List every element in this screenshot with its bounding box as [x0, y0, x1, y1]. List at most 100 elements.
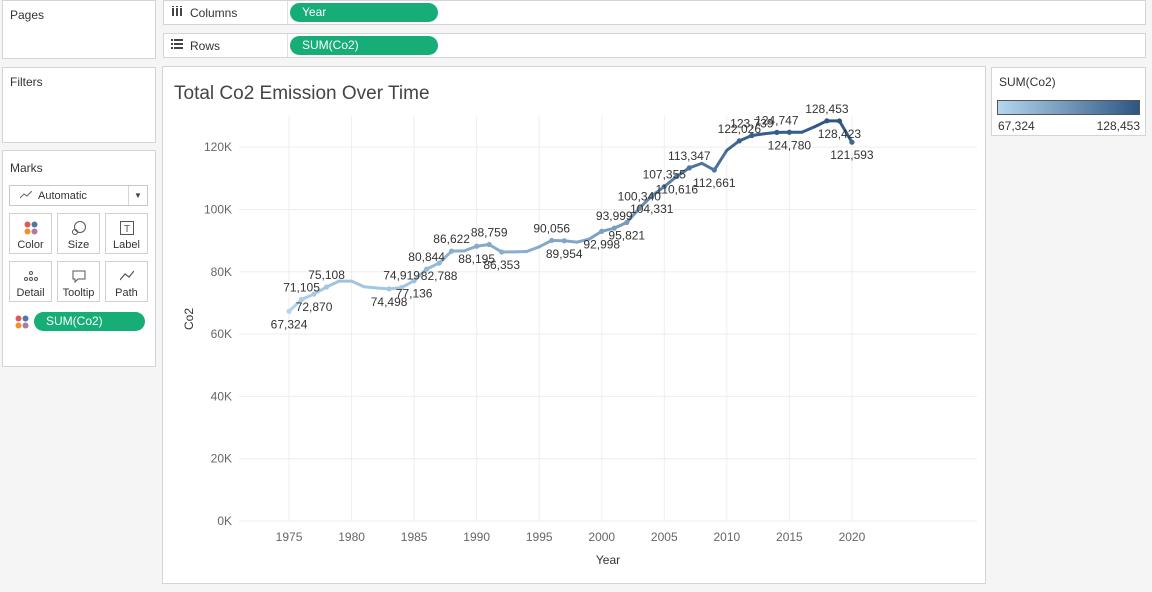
data-label: 107,355 — [643, 168, 687, 182]
y-tick-label: 0K — [217, 514, 232, 528]
detail-button-label: Detail — [16, 287, 45, 299]
data-point — [824, 118, 830, 124]
line-mark-icon — [19, 190, 33, 202]
y-tick-label: 20K — [211, 452, 232, 466]
data-label: 121,593 — [830, 148, 874, 162]
columns-label: Columns — [190, 5, 238, 20]
tooltip-button-label: Tooltip — [62, 287, 95, 299]
marks-color-icon — [15, 315, 29, 334]
data-point — [561, 238, 567, 244]
data-label: 95,821 — [608, 228, 645, 242]
data-point — [474, 243, 480, 249]
data-label: 74,919 — [383, 269, 420, 283]
line-segment — [650, 185, 666, 198]
x-tick-label: 2020 — [839, 530, 866, 544]
data-point — [849, 139, 855, 145]
columns-icon — [170, 6, 184, 19]
line-segment — [725, 139, 741, 152]
data-label: 75,108 — [308, 268, 345, 282]
data-label: 122,026 — [718, 122, 762, 136]
marks-card-title: Marks — [10, 161, 43, 175]
data-point — [774, 129, 780, 135]
tooltip-button[interactable]: Tooltip — [57, 261, 100, 302]
text-label-icon: T — [106, 217, 147, 239]
data-point — [711, 167, 717, 173]
data-point — [749, 132, 755, 139]
data-point — [686, 165, 692, 171]
data-point — [549, 237, 555, 244]
data-label: 89,954 — [546, 247, 583, 261]
line-segment — [437, 249, 454, 265]
data-label: 88,759 — [471, 225, 508, 239]
data-label: 74,498 — [371, 295, 408, 309]
line-segment — [362, 285, 379, 290]
data-points — [286, 118, 855, 314]
data-label: 72,870 — [296, 300, 333, 314]
chart-view[interactable]: Total Co2 Emission Over Time 1975 1980 198… — [162, 66, 986, 584]
data-point — [311, 291, 317, 297]
data-label: 71,105 — [283, 280, 320, 294]
data-point — [674, 173, 680, 179]
path-button[interactable]: Path — [105, 261, 148, 302]
data-label: 100,340 — [618, 189, 662, 203]
line-segment — [575, 237, 591, 244]
tooltip-bubble-icon — [58, 265, 99, 287]
data-label: 123,739 — [730, 117, 774, 131]
pages-card[interactable]: Pages — [2, 0, 156, 59]
pages-card-title: Pages — [10, 8, 45, 22]
data-point — [736, 138, 742, 144]
data-point — [786, 129, 792, 135]
rows-shelf-label-area: Rows — [164, 34, 288, 57]
data-point — [624, 219, 630, 226]
data-point — [386, 286, 392, 292]
x-tick-label: 2010 — [713, 530, 740, 544]
data-point — [411, 278, 417, 284]
rows-icon — [170, 39, 184, 52]
mark-type-label: Automatic — [38, 189, 87, 202]
label-button[interactable]: T Label — [105, 213, 148, 254]
svg-text:T: T — [123, 224, 129, 235]
year-pill[interactable]: Year — [290, 3, 438, 22]
data-label: 93,999 — [596, 209, 633, 223]
detail-button[interactable]: Detail — [9, 261, 52, 302]
y-tick-label: 120K — [204, 140, 232, 154]
marks-color-pill[interactable]: SUM(Co2) — [34, 312, 145, 331]
data-point — [399, 284, 405, 291]
data-point — [486, 241, 492, 248]
size-button-label: Size — [67, 239, 90, 251]
color-button-label: Color — [17, 239, 44, 251]
x-tick-label: 2005 — [651, 530, 678, 544]
y-axis-title: Co2 — [182, 308, 196, 330]
data-point — [836, 118, 843, 124]
data-point — [424, 266, 430, 272]
data-label: 88,195 — [458, 252, 495, 266]
filters-card[interactable]: Filters — [2, 67, 156, 143]
line-segment — [350, 279, 366, 289]
data-point — [636, 205, 642, 212]
data-point — [323, 284, 330, 290]
axis-ticks: 1975 1980 1985 1990 1995 2000 2005 2010 2015 2020… — [204, 140, 866, 544]
size-button[interactable]: Size — [57, 213, 100, 254]
legend-title: SUM(Co2) — [999, 75, 1056, 89]
size-icon — [58, 217, 99, 239]
legend-max-label: 128,453 — [1096, 119, 1140, 133]
color-button[interactable]: Color — [9, 213, 52, 254]
columns-shelf[interactable]: Columns Year — [163, 0, 1146, 25]
line-segment — [525, 245, 541, 254]
gridlines — [239, 116, 977, 522]
mark-type-dropdown[interactable]: Automatic ▼ — [9, 185, 148, 206]
data-point — [599, 228, 605, 234]
line-chart: Total Co2 Emission Over Time 1975 1980 198… — [174, 83, 977, 567]
data-label: 110,616 — [656, 182, 699, 196]
label-button-label: Label — [113, 239, 140, 251]
data-label: 67,324 — [271, 317, 308, 331]
rows-shelf[interactable]: Rows SUM(Co2) — [163, 33, 1146, 58]
chevron-down-icon[interactable]: ▼ — [128, 186, 147, 205]
sum-co2-pill[interactable]: SUM(Co2) — [290, 36, 438, 55]
data-point — [499, 249, 505, 255]
legend-gradient-bar — [997, 100, 1140, 115]
line-segment — [800, 125, 816, 134]
data-label: 124,780 — [768, 138, 812, 152]
marks-card: Marks — [2, 150, 156, 367]
x-tick-label: 1990 — [463, 530, 490, 544]
